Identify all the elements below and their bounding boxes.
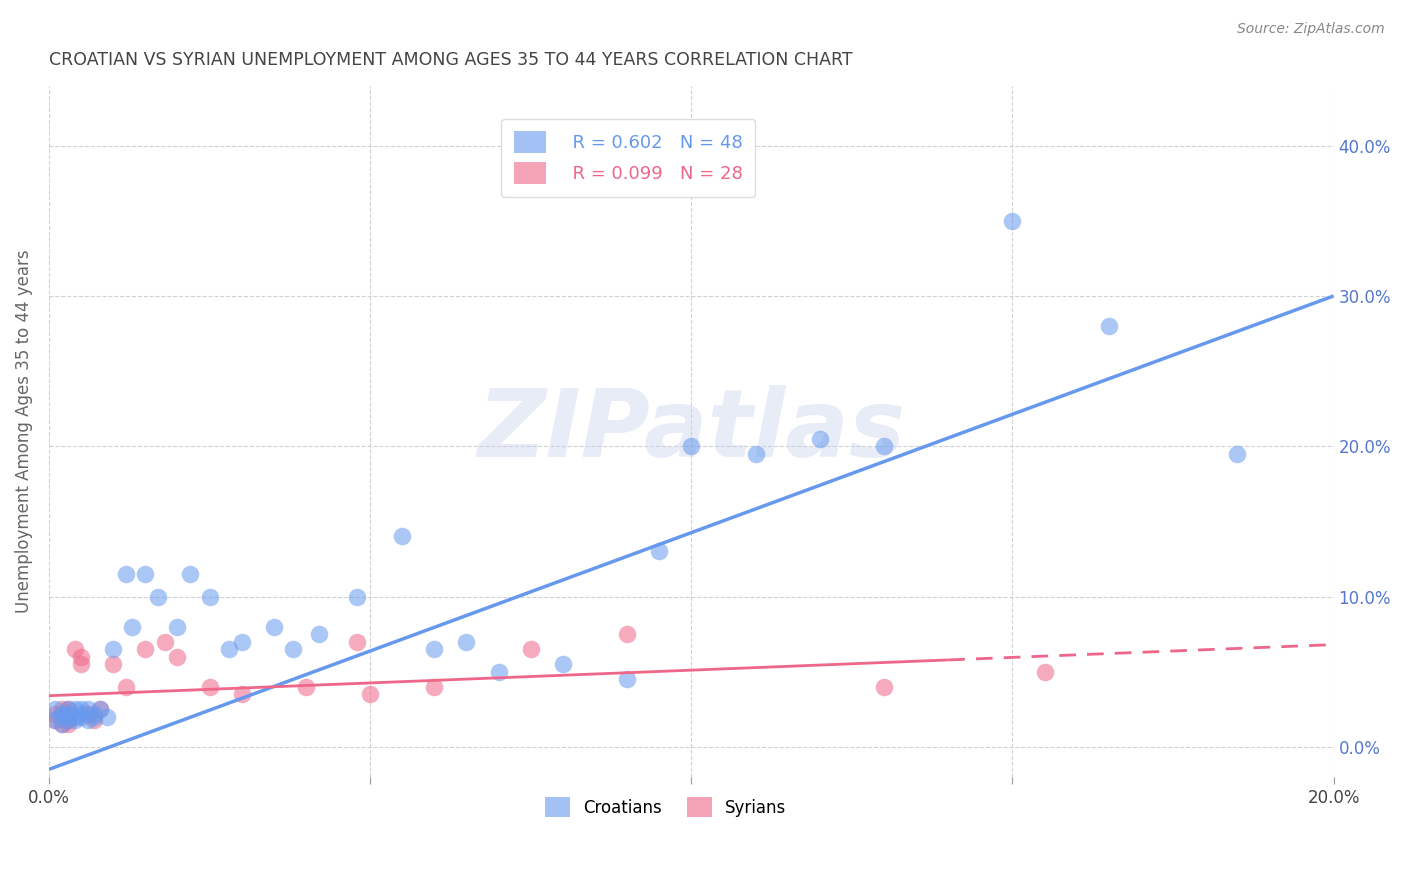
- Point: [873, 680, 896, 694]
- Legend: Croatians, Syrians: Croatians, Syrians: [538, 790, 793, 824]
- Point: [44, 713, 66, 727]
- Point: [1033, 665, 1056, 679]
- Point: [179, 566, 201, 581]
- Point: [70, 702, 93, 716]
- Point: [308, 627, 330, 641]
- Text: ZIPatlas: ZIPatlas: [477, 385, 905, 477]
- Point: [146, 590, 169, 604]
- Point: [134, 642, 156, 657]
- Point: [63, 642, 86, 657]
- Point: [76, 706, 98, 721]
- Point: [83, 713, 105, 727]
- Point: [51, 717, 73, 731]
- Point: [51, 710, 73, 724]
- Point: [166, 649, 188, 664]
- Point: [391, 529, 413, 543]
- Point: [51, 702, 73, 716]
- Point: [76, 702, 98, 716]
- Point: [70, 706, 93, 721]
- Point: [346, 590, 368, 604]
- Point: [51, 706, 73, 721]
- Point: [58, 713, 80, 727]
- Text: Source: ZipAtlas.com: Source: ZipAtlas.com: [1237, 22, 1385, 37]
- Point: [551, 657, 574, 672]
- Point: [873, 439, 896, 453]
- Y-axis label: Unemployment Among Ages 35 to 44 years: Unemployment Among Ages 35 to 44 years: [15, 250, 32, 613]
- Point: [103, 642, 125, 657]
- Point: [153, 634, 176, 648]
- Point: [808, 432, 831, 446]
- Point: [58, 702, 80, 716]
- Point: [58, 706, 80, 721]
- Point: [83, 710, 105, 724]
- Point: [295, 680, 318, 694]
- Text: CROATIAN VS SYRIAN UNEMPLOYMENT AMONG AGES 35 TO 44 YEARS CORRELATION CHART: CROATIAN VS SYRIAN UNEMPLOYMENT AMONG AG…: [49, 51, 852, 69]
- Point: [359, 687, 381, 701]
- Point: [70, 649, 93, 664]
- Point: [166, 619, 188, 633]
- Point: [281, 642, 304, 657]
- Point: [1001, 214, 1024, 228]
- Point: [616, 672, 638, 686]
- Point: [1098, 318, 1121, 333]
- Point: [63, 702, 86, 716]
- Point: [423, 680, 446, 694]
- Point: [70, 657, 93, 672]
- Point: [456, 634, 478, 648]
- Point: [488, 665, 510, 679]
- Point: [44, 713, 66, 727]
- Point: [96, 710, 118, 724]
- Point: [218, 642, 240, 657]
- Point: [83, 706, 105, 721]
- Point: [76, 713, 98, 727]
- Point: [346, 634, 368, 648]
- Point: [519, 642, 541, 657]
- Point: [58, 702, 80, 716]
- Point: [744, 447, 766, 461]
- Point: [63, 713, 86, 727]
- Point: [1226, 447, 1249, 461]
- Point: [648, 544, 671, 558]
- Point: [58, 713, 80, 727]
- Point: [44, 706, 66, 721]
- Point: [121, 619, 143, 633]
- Point: [231, 687, 253, 701]
- Point: [115, 566, 138, 581]
- Point: [198, 680, 221, 694]
- Point: [51, 717, 73, 731]
- Point: [263, 619, 285, 633]
- Point: [103, 657, 125, 672]
- Point: [70, 710, 93, 724]
- Point: [198, 590, 221, 604]
- Point: [89, 702, 111, 716]
- Point: [58, 717, 80, 731]
- Point: [89, 702, 111, 716]
- Point: [423, 642, 446, 657]
- Point: [231, 634, 253, 648]
- Point: [44, 702, 66, 716]
- Point: [63, 710, 86, 724]
- Point: [681, 439, 703, 453]
- Point: [134, 566, 156, 581]
- Point: [616, 627, 638, 641]
- Point: [115, 680, 138, 694]
